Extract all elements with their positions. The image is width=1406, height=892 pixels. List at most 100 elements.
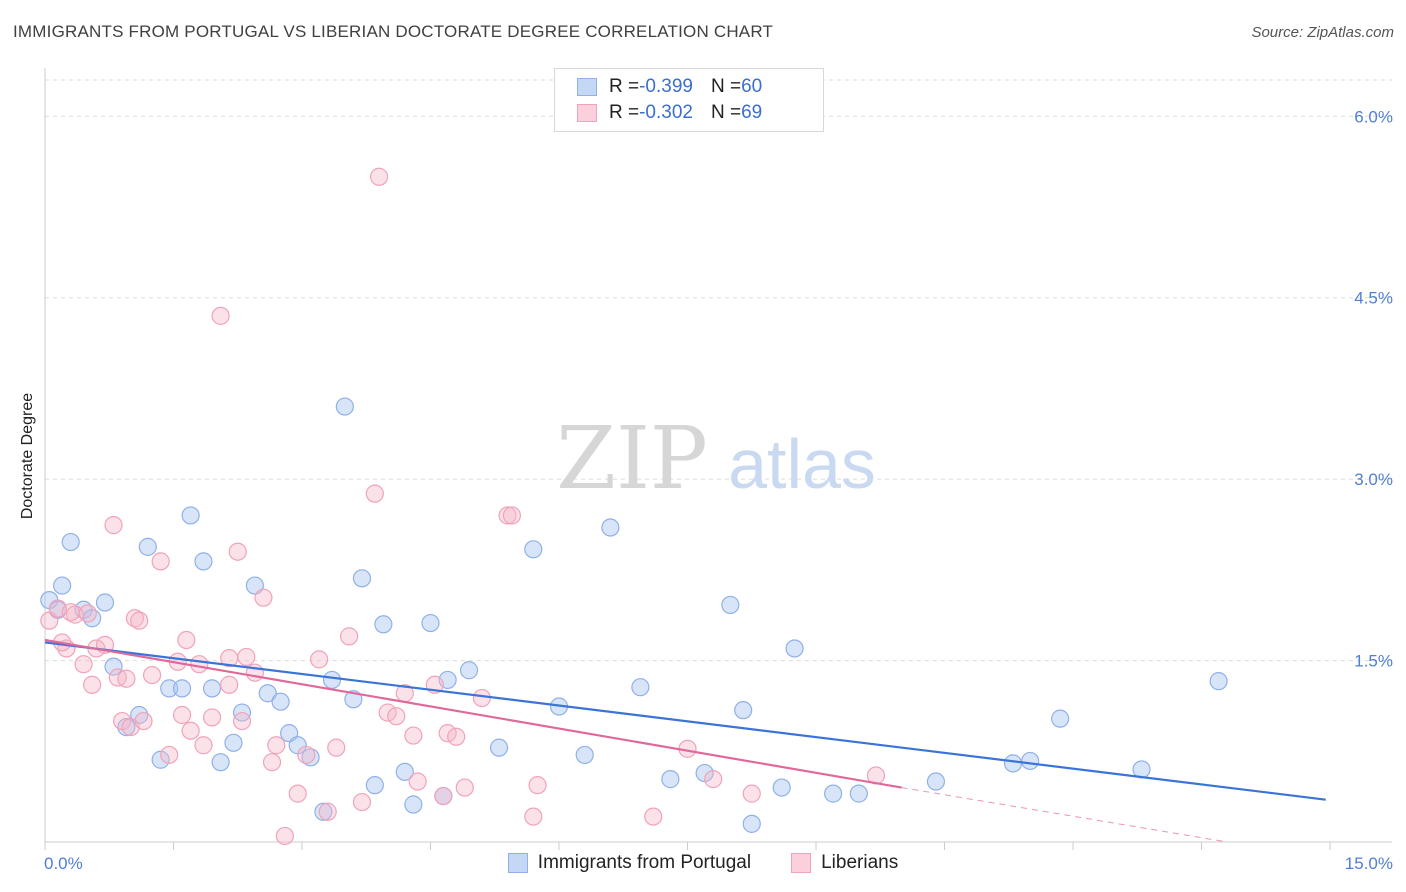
liberians-point (104, 516, 123, 535)
portugal-point (772, 778, 791, 797)
portugal-point (631, 678, 650, 697)
portugal-point (524, 540, 543, 559)
portugal-point (421, 613, 440, 633)
liberians-point (220, 649, 239, 668)
liberians-point (220, 675, 239, 694)
portugal-point (661, 770, 680, 789)
liberians-point (151, 552, 170, 571)
legend-row-portugal: R = -0.399 N = 60 (577, 74, 762, 100)
portugal-point (95, 593, 115, 612)
liberians-point (704, 770, 723, 789)
portugal-point (61, 532, 80, 552)
legend-n-label: N = (710, 102, 742, 123)
y-tick-label: 6.0% (1354, 107, 1393, 126)
liberians-point (472, 688, 491, 708)
legend-swatch-portugal (577, 78, 597, 96)
trend-lines (44, 638, 1326, 843)
liberians-point (177, 630, 196, 650)
legend-n-value: 60 (741, 76, 763, 97)
portugal-point (224, 733, 243, 752)
portugal-point (459, 661, 479, 680)
liberians-point (142, 665, 162, 685)
axes (44, 68, 1392, 843)
liberians-point (194, 736, 213, 755)
liberians-point (211, 306, 230, 325)
liberians-point (202, 708, 222, 727)
portugal-point (374, 615, 393, 634)
liberians-point (232, 711, 252, 731)
portugal-point (785, 639, 804, 658)
liberians-point (447, 727, 466, 746)
portugal-point (352, 569, 372, 588)
portugal-point (271, 692, 290, 711)
legend-item-portugal[interactable]: Immigrants from Portugal (507, 852, 751, 874)
portugal-point (489, 738, 509, 757)
liberians-point (310, 650, 329, 669)
portugal-point (181, 506, 200, 525)
legend-n-label: N = (710, 76, 742, 97)
portugal-point (138, 537, 157, 556)
legend-r-value: -0.302 (639, 102, 693, 123)
legend-n-value: 69 (741, 102, 763, 123)
gridlines (45, 79, 1392, 662)
x-tick-label-min: 0.0% (44, 854, 83, 873)
portugal-trend-line (44, 641, 1326, 801)
portugal-point (1003, 754, 1023, 773)
portugal-point (151, 750, 170, 769)
liberians-point (130, 611, 149, 630)
x-tick-labels: 0.0% 15.0% (44, 854, 1393, 873)
portugal-point (395, 762, 414, 781)
portugal-point (721, 595, 740, 615)
liberians-point (365, 484, 384, 503)
portugal-point (601, 518, 620, 537)
legend-row-liberians: R = -0.302 N = 69 (577, 100, 762, 126)
liberians-point (408, 772, 427, 791)
portugal-point (314, 802, 333, 821)
liberians-point (340, 627, 359, 646)
portugal-point (172, 679, 192, 698)
source-label: Source: ZipAtlas.com (1251, 24, 1394, 41)
liberians-point (742, 784, 761, 803)
liberians-trend-extension (901, 787, 1228, 843)
liberians-point (528, 776, 547, 795)
series-legend: Immigrants from Portugal Liberians (0, 852, 1406, 874)
series-portugal-points (40, 397, 1228, 833)
x-ticks (44, 842, 1331, 850)
portugal-point (104, 657, 123, 676)
liberians-point (74, 655, 93, 674)
liberians-point (237, 647, 256, 667)
liberians-point (228, 542, 247, 561)
legend-label-liberians: Liberians (821, 852, 899, 873)
chart-title: IMMIGRANTS FROM PORTUGAL VS LIBERIAN DOC… (13, 22, 774, 41)
portugal-point (1051, 709, 1070, 728)
portugal-point (53, 576, 72, 595)
portugal-point (1021, 751, 1040, 771)
liberians-point (288, 784, 307, 803)
liberians-point (160, 745, 179, 765)
liberians-point (78, 604, 97, 623)
portugal-point (344, 690, 363, 709)
portugal-point (824, 784, 843, 803)
portugal-point (258, 684, 277, 703)
liberians-point (262, 753, 282, 772)
liberians-point (172, 705, 192, 725)
y-tick-labels: 1.5% 3.0% 4.5% 6.0% (1354, 107, 1393, 670)
liberians-point (455, 778, 474, 797)
y-tick-label: 3.0% (1354, 470, 1393, 489)
series-liberians-points (40, 167, 886, 846)
liberians-point (83, 675, 102, 694)
legend-r-label: R = (609, 102, 640, 123)
legend-item-liberians[interactable]: Liberians (791, 852, 898, 874)
portugal-point (211, 753, 230, 772)
liberians-point (404, 726, 423, 745)
liberians-point (370, 167, 389, 186)
liberians-point (327, 738, 346, 757)
portugal-point (404, 795, 423, 814)
liberians-point (267, 736, 286, 755)
portugal-point (365, 776, 384, 795)
liberians-point (117, 669, 136, 688)
x-tick-label-max: 15.0% (1345, 854, 1393, 873)
liberians-point (434, 786, 453, 806)
liberians-point (318, 802, 337, 821)
